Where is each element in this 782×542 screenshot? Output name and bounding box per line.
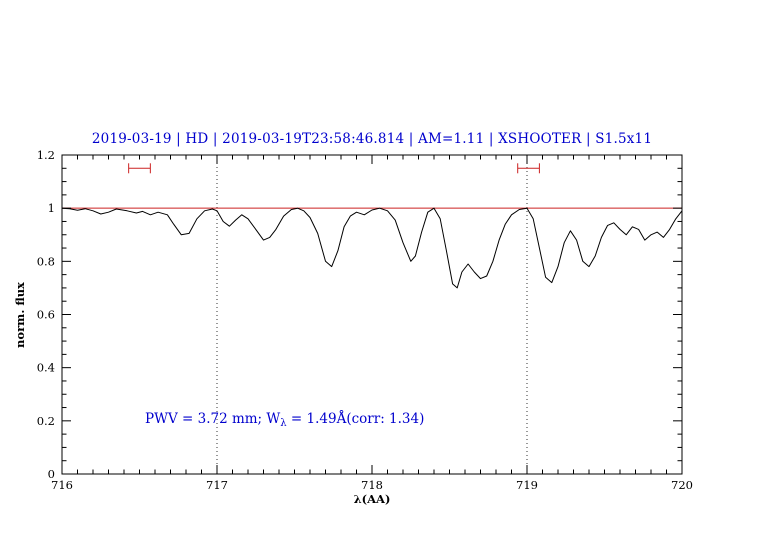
- pwv-annotation: PWV = 3.72 mm; Wλ = 1.49Å(corr: 1.34): [145, 411, 424, 429]
- y-tick-label: 0.8: [37, 254, 55, 268]
- y-tick-label: 0: [48, 467, 55, 481]
- y-tick-label: 1: [48, 201, 55, 215]
- y-tick-label: 0.2: [37, 414, 55, 428]
- x-tick-label: 720: [671, 478, 693, 492]
- pwv-annotation-value: = 1.49Å(corr: 1.34): [286, 411, 425, 427]
- pwv-annotation-text: PWV = 3.72 mm; W: [145, 411, 281, 427]
- x-tick-label: 718: [361, 478, 383, 492]
- plot-title: 2019-03-19 | HD | 2019-03-19T23:58:46.81…: [91, 131, 653, 147]
- x-tick-label: 716: [51, 478, 73, 492]
- spectrum-curve: [61, 207, 683, 289]
- pwv-annotation-subscript: λ: [280, 418, 287, 429]
- y-tick-label: 0.6: [37, 308, 55, 322]
- y-axis-label: norm. flux: [13, 282, 27, 348]
- x-axis-label: λ(AA): [353, 492, 391, 506]
- y-tick-label: 0.4: [37, 361, 55, 375]
- y-tick-label: 1.2: [37, 148, 55, 162]
- x-tick-label: 717: [206, 478, 228, 492]
- x-tick-label: 719: [516, 478, 538, 492]
